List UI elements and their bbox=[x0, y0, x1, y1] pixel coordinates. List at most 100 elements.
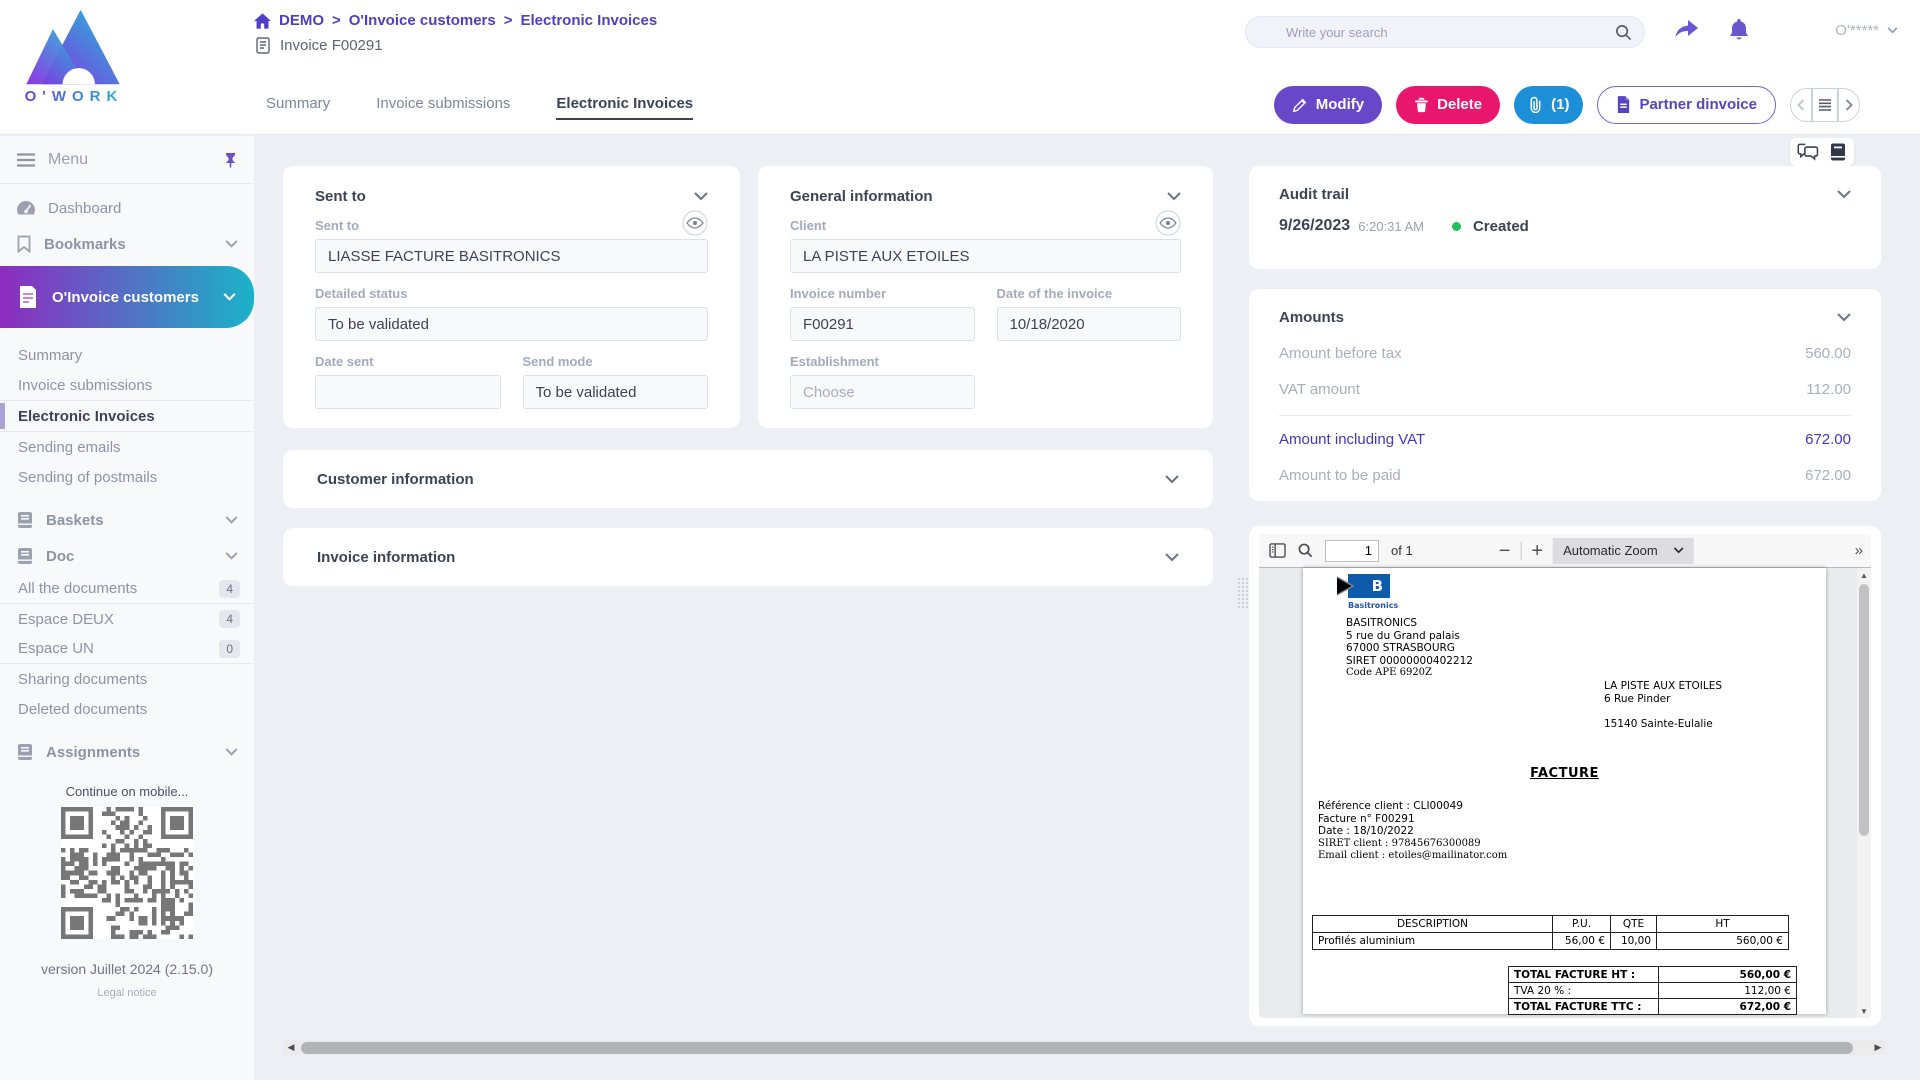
pdf-more-tools-button[interactable]: » bbox=[1854, 542, 1863, 559]
horizontal-scrollbar[interactable]: ◀ ▶ bbox=[283, 1040, 1886, 1055]
establishment-select[interactable]: Choose bbox=[790, 375, 975, 409]
visibility-eye-icon[interactable] bbox=[1155, 210, 1181, 236]
share-icon[interactable] bbox=[1674, 18, 1700, 42]
attachments-button[interactable]: (1) bbox=[1514, 85, 1584, 124]
expand-chevron-icon[interactable] bbox=[1165, 474, 1179, 484]
sidebar-menu-toggle[interactable]: Menu bbox=[0, 136, 254, 184]
app-logo[interactable]: O'WORK bbox=[14, 8, 134, 105]
attachments-count: (1) bbox=[1551, 96, 1570, 113]
count-badge: 4 bbox=[219, 610, 240, 628]
pdf-viewer: of 1 − + Automatic Zoom » bbox=[1259, 534, 1871, 1018]
scrollbar-thumb[interactable] bbox=[301, 1041, 1853, 1054]
search-input[interactable] bbox=[1286, 24, 1615, 40]
sidebar-item-baskets[interactable]: Baskets bbox=[0, 502, 254, 538]
journal-icon[interactable] bbox=[1829, 143, 1847, 161]
status-dot bbox=[1451, 221, 1461, 231]
pencil-icon bbox=[1292, 98, 1307, 112]
user-menu[interactable]: O'***** bbox=[1835, 22, 1898, 39]
zoom-in-button[interactable]: + bbox=[1531, 539, 1544, 562]
scroll-left-arrow[interactable]: ◀ bbox=[287, 1042, 295, 1052]
sidebar-subitem-summary[interactable]: Summary bbox=[18, 346, 83, 364]
customer-information-panel[interactable]: Customer information bbox=[283, 450, 1213, 508]
sidebar-subitem-espace-un[interactable]: Espace UN 0 bbox=[0, 634, 254, 664]
tab-invoice-submissions[interactable]: Invoice submissions bbox=[376, 95, 511, 112]
send-mode-input[interactable] bbox=[522, 375, 708, 409]
invoice-recipient-block: LA PISTE AUX ETOILES 6 Rue Pinder 15140 … bbox=[1604, 680, 1723, 730]
sidebar-item-bookmarks[interactable]: Bookmarks bbox=[0, 226, 254, 262]
collapse-chevron-icon[interactable] bbox=[1837, 190, 1851, 199]
sidebar-item-assignments[interactable]: Assignments bbox=[0, 734, 254, 770]
sidebar-item-doc[interactable]: Doc bbox=[0, 538, 254, 574]
field-label: Send mode bbox=[522, 354, 593, 369]
breadcrumb-home[interactable]: DEMO bbox=[279, 12, 324, 29]
dashboard-gauge-icon bbox=[16, 201, 36, 215]
chevron-down-icon bbox=[1887, 27, 1898, 34]
amount-value: 560.00 bbox=[1805, 345, 1851, 362]
invoice-date-input[interactable] bbox=[996, 307, 1181, 341]
record-list-button[interactable] bbox=[1812, 87, 1838, 122]
scrollbar-thumb[interactable] bbox=[1859, 584, 1869, 836]
detailed-status-input[interactable] bbox=[315, 307, 708, 341]
sent-to-panel: Sent to Sent to Detailed status Date sen… bbox=[283, 166, 740, 428]
search-icon[interactable] bbox=[1615, 24, 1632, 41]
home-icon[interactable] bbox=[254, 12, 271, 29]
sidebar-item-oinvoice-customers[interactable]: O'Invoice customers bbox=[0, 266, 254, 328]
invoice-information-panel[interactable]: Invoice information bbox=[283, 528, 1213, 586]
sidebar-subitem-sending-emails[interactable]: Sending emails bbox=[18, 438, 121, 456]
pdf-vertical-scrollbar[interactable]: ▲ ▼ bbox=[1857, 568, 1871, 1018]
sent-to-input[interactable] bbox=[315, 239, 708, 273]
divider bbox=[1279, 415, 1851, 416]
document-icon bbox=[256, 37, 270, 54]
modify-button[interactable]: Modify bbox=[1273, 85, 1383, 124]
basitronics-logo: B Basitronics bbox=[1336, 574, 1398, 610]
page-title: Invoice F00291 bbox=[280, 37, 383, 54]
chevron-down-icon bbox=[223, 293, 236, 301]
logo-word: O'WORK bbox=[14, 88, 134, 105]
invoice-line-row: Profilés aluminium 56,00 € 10,00 560,00 … bbox=[1312, 932, 1789, 950]
sidebar-item-dashboard[interactable]: Dashboard bbox=[0, 190, 254, 226]
sidebar-subitem-sending-postmails[interactable]: Sending of postmails bbox=[18, 468, 158, 486]
notifications-bell-icon[interactable] bbox=[1728, 18, 1750, 42]
partner-dinvoice-button[interactable]: Partner dinvoice bbox=[1597, 85, 1776, 124]
sidebar-subitem-all-documents[interactable]: All the documents 4 bbox=[0, 574, 254, 604]
book-icon bbox=[18, 548, 32, 564]
tab-summary[interactable]: Summary bbox=[266, 95, 331, 112]
sidebar-subitem-sharing-documents[interactable]: Sharing documents bbox=[18, 670, 148, 688]
next-record-button[interactable] bbox=[1838, 87, 1860, 122]
comments-icon[interactable] bbox=[1797, 143, 1819, 161]
legal-notice-link[interactable]: Legal notice bbox=[97, 987, 157, 999]
date-sent-input[interactable] bbox=[315, 375, 501, 409]
pdf-sidebar-toggle-icon[interactable] bbox=[1269, 543, 1286, 558]
scroll-down-arrow[interactable]: ▼ bbox=[1860, 1006, 1868, 1016]
zoom-out-button[interactable]: − bbox=[1498, 539, 1511, 562]
scroll-right-arrow[interactable]: ▶ bbox=[1874, 1042, 1882, 1052]
client-input[interactable] bbox=[790, 239, 1181, 273]
breadcrumb-item[interactable]: O'Invoice customers bbox=[348, 12, 496, 29]
expand-chevron-icon[interactable] bbox=[1165, 552, 1179, 562]
collapse-chevron-icon[interactable] bbox=[694, 192, 708, 201]
pin-sidebar-icon[interactable] bbox=[223, 152, 238, 168]
paperclip-icon bbox=[1530, 96, 1541, 113]
sidebar-subitem-invoice-submissions[interactable]: Invoice submissions bbox=[18, 376, 153, 394]
zoom-select[interactable]: Automatic Zoom bbox=[1553, 537, 1694, 564]
previous-record-button[interactable] bbox=[1790, 87, 1812, 122]
collapse-chevron-icon[interactable] bbox=[1837, 313, 1851, 322]
scroll-up-arrow[interactable]: ▲ bbox=[1860, 570, 1868, 580]
sidebar-subitem-espace-deux[interactable]: Espace DEUX 4 bbox=[0, 604, 254, 634]
collapse-chevron-icon[interactable] bbox=[1167, 192, 1181, 201]
pdf-page-input[interactable] bbox=[1325, 539, 1379, 562]
tab-electronic-invoices[interactable]: Electronic Invoices bbox=[556, 89, 694, 120]
invoice-number-input[interactable] bbox=[790, 307, 975, 341]
visibility-eye-icon[interactable] bbox=[682, 210, 708, 236]
breadcrumb-item[interactable]: Electronic Invoices bbox=[520, 12, 658, 29]
panel-resize-handle[interactable] bbox=[1238, 578, 1250, 614]
amount-value: 112.00 bbox=[1806, 381, 1851, 398]
delete-button[interactable]: Delete bbox=[1396, 85, 1501, 124]
list-icon bbox=[1819, 98, 1831, 111]
sidebar-subitem-electronic-invoices[interactable]: Electronic Invoices bbox=[0, 400, 254, 432]
pdf-search-icon[interactable] bbox=[1298, 543, 1313, 558]
general-information-panel: General information Client Invoice numbe… bbox=[758, 166, 1213, 428]
field-label: Date sent bbox=[315, 354, 374, 369]
sidebar-subitem-deleted-documents[interactable]: Deleted documents bbox=[18, 700, 148, 718]
